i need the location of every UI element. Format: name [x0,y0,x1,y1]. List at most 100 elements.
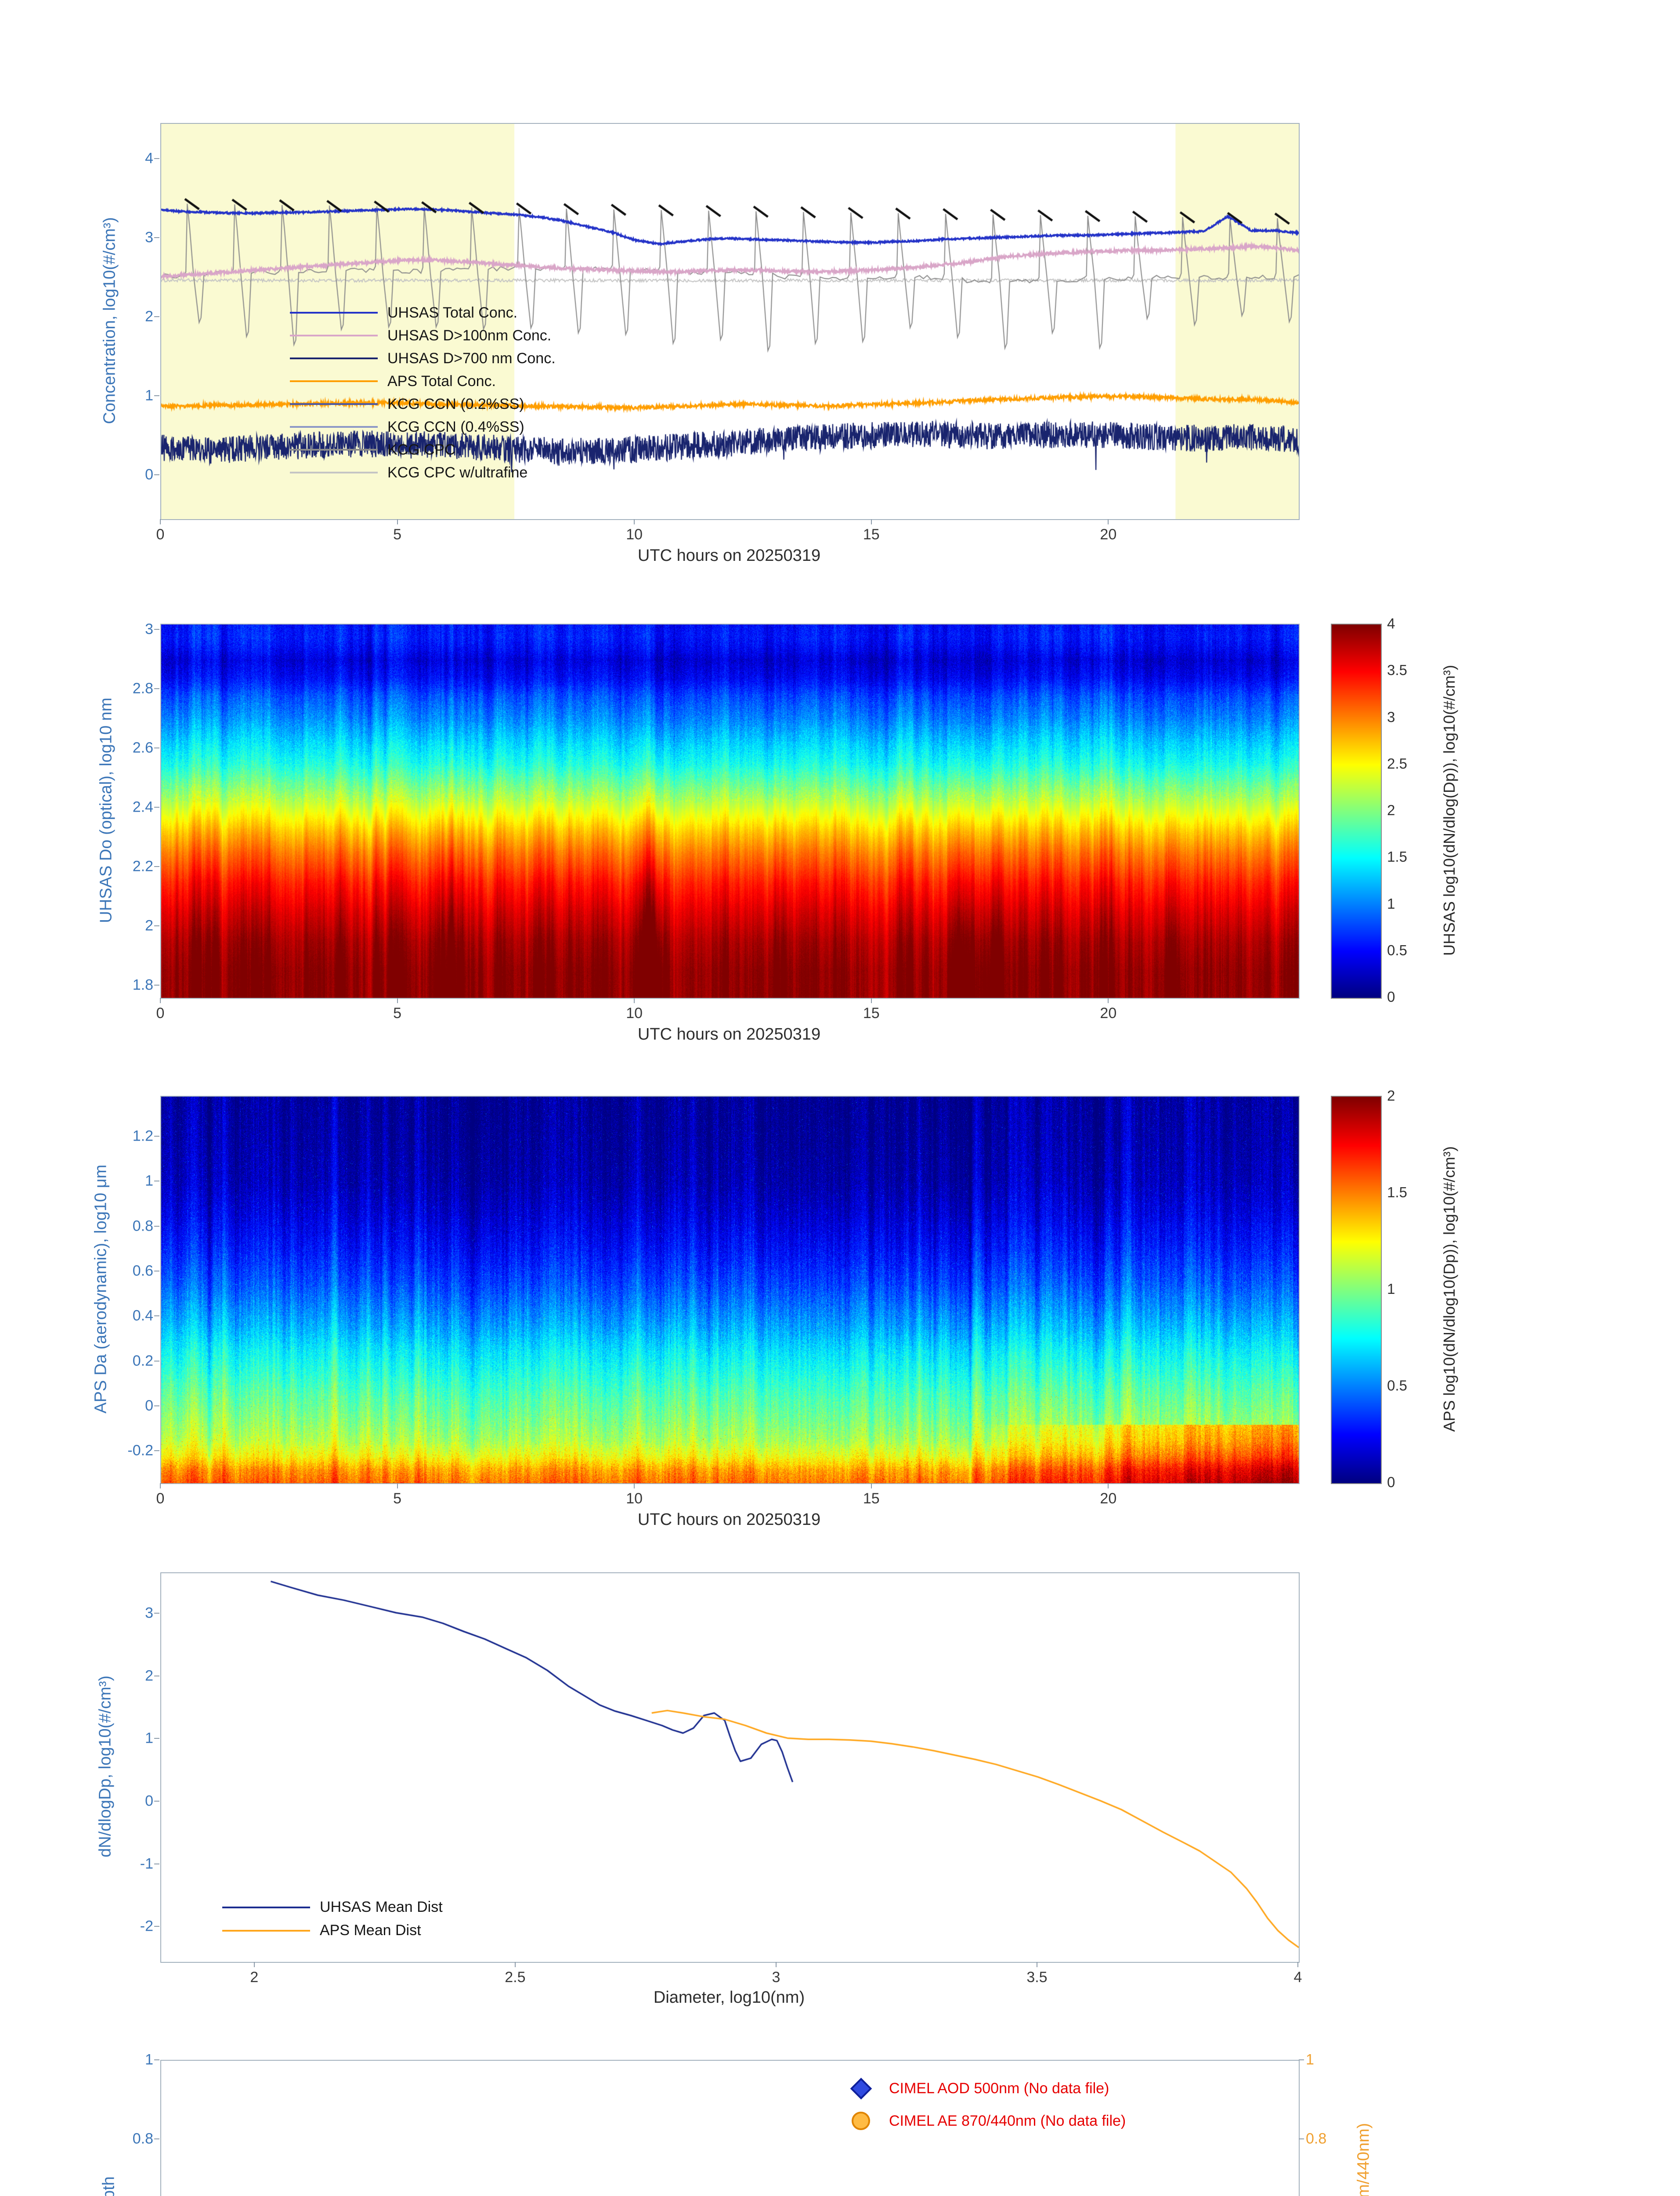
colorbar-tick-label: 3 [1387,708,1395,725]
colorbar-tick-label: 1 [1387,1281,1395,1297]
x-tick-mark [1108,519,1109,524]
x-tick-mark [160,519,161,524]
y-tick-mark [154,925,159,927]
x-tick-label: 0 [156,526,165,543]
mean-distribution-canvas [161,1573,1299,1962]
y-tick-label: 0.6 [132,1262,153,1279]
y-tick-label: 1 [145,1172,153,1189]
x-tick-mark [1108,998,1109,1003]
legend-row: UHSAS D>700 nm Conc. [290,347,556,370]
legend-row: APS Mean Dist [222,1919,443,1942]
colorbar-tick-label: 0.5 [1387,1377,1407,1394]
x-tick-mark [871,998,872,1003]
y-tick-label: 1.2 [132,1127,153,1145]
y-tick-label: 0.4 [132,1307,153,1324]
colorbar-tick-label: 4 [1387,615,1395,632]
x-tick-label: 10 [626,1490,643,1507]
colorbar-tick-label: 1.5 [1387,849,1407,865]
y-tick-label: 1.8 [132,976,153,993]
y-tick-label-right: 1 [1306,2051,1314,2068]
y-tick-label: 0 [145,1397,153,1414]
legend-line-sample [290,449,378,451]
y-tick-label: 2 [145,308,153,325]
legend-row: KCG CPC w/ultrafine [290,461,556,484]
y-tick-mark [154,474,159,475]
y-tick-mark [154,316,159,317]
colorbar-tick-label: 3.5 [1387,662,1407,679]
y-tick-mark [154,1225,159,1227]
legend-label: UHSAS D>100nm Conc. [387,327,552,344]
y-tick-mark [154,158,159,159]
x-tick-mark [1297,1962,1298,1967]
y-tick-mark [154,629,159,630]
y-tick-mark [154,2138,159,2139]
y-tick-label: -1 [140,1855,153,1872]
y-tick-label: 3 [145,621,153,638]
y-tick-mark [154,1612,159,1614]
legend-row: UHSAS Total Conc. [290,301,556,324]
x-tick-mark [397,519,398,524]
x-tick-label: 0 [156,1490,165,1507]
y-tick-mark [154,2059,159,2060]
y-tick-mark [154,807,159,808]
x-tick-label: 10 [626,526,643,543]
y-tick-mark [154,237,159,238]
x-tick-label: 5 [393,526,402,543]
y-tick-label: -0.2 [127,1442,153,1459]
x-tick-mark [1108,1483,1109,1488]
x-tick-mark [634,998,635,1003]
x-tick-label: 20 [1100,1005,1117,1022]
uhsas-colorbar [1331,624,1382,999]
y-tick-mark [154,1801,159,1802]
legend-label-ae: CIMEL AE 870/440nm (No data file) [889,2112,1126,2129]
y-tick-label: 2.6 [132,739,153,756]
y-tick-mark-right [1299,2059,1304,2060]
x-tick-label: 15 [863,1005,880,1022]
legend-row: KCG CCN (0.4%SS) [290,415,556,438]
x-tick-label: 5 [393,1005,402,1022]
legend-label: APS Mean Dist [320,1922,421,1939]
concentration-timeseries-plot [160,123,1300,520]
colorbar-tick-label: 2 [1387,1087,1395,1104]
x-tick-mark [634,1483,635,1488]
colorbar-tick-label: 0 [1387,989,1395,1005]
legend-line-sample [290,335,378,336]
y-tick-label-right: 0.8 [1306,2130,1327,2147]
y-tick-mark [154,1926,159,1927]
y-tick-mark [154,1450,159,1452]
aps-spectrogram-plot [160,1096,1300,1484]
circle-marker-icon [852,2112,870,2130]
colorbar-tick-label: 0 [1387,1474,1395,1490]
x-tick-label: 5 [393,1490,402,1507]
x-tick-label: 4 [1293,1969,1302,1986]
y-axis-label-aod: Aerosol Optical Depth [100,2176,119,2196]
y-tick-mark [154,688,159,690]
marker-box [843,2077,878,2099]
legend-line-sample [290,358,378,359]
y-tick-label: 2 [145,1667,153,1684]
aps-colorbar-canvas [1332,1097,1381,1483]
y-tick-label: 2.4 [132,798,153,816]
x-tick-mark [253,1962,255,1967]
y-tick-label: 2.8 [132,680,153,697]
legend-line-sample [222,1906,310,1908]
y-tick-mark-right [1299,2138,1304,2139]
x-axis-label-utc-1: UTC hours on 20250319 [637,546,821,565]
y-tick-label: 3 [145,1604,153,1622]
x-tick-label: 20 [1100,1490,1117,1507]
legend-label: KCG CPC [387,441,455,458]
y-tick-label: 1 [145,2051,153,2068]
y-tick-label: 1 [145,1730,153,1747]
x-tick-mark [775,1962,777,1967]
legend-row: UHSAS Mean Dist [222,1896,443,1919]
x-tick-label: 20 [1100,526,1117,543]
legend-line-sample [290,312,378,314]
x-tick-mark [160,998,161,1003]
x-tick-mark [871,1483,872,1488]
uhsas-spectrogram-plot [160,624,1300,999]
aps-colorbar-label: APS log10(dN/dlog10(Dp)), log10(#/cm³) [1440,1146,1458,1432]
y-axis-label-aps-size: APS Da (aerodynamic), log10 μm [91,1164,110,1414]
cimel-legend: CIMEL AOD 500nm (No data file) CIMEL AE … [843,2072,1126,2137]
legend-line-sample [290,426,378,428]
y-tick-label: 0.8 [132,2130,153,2147]
